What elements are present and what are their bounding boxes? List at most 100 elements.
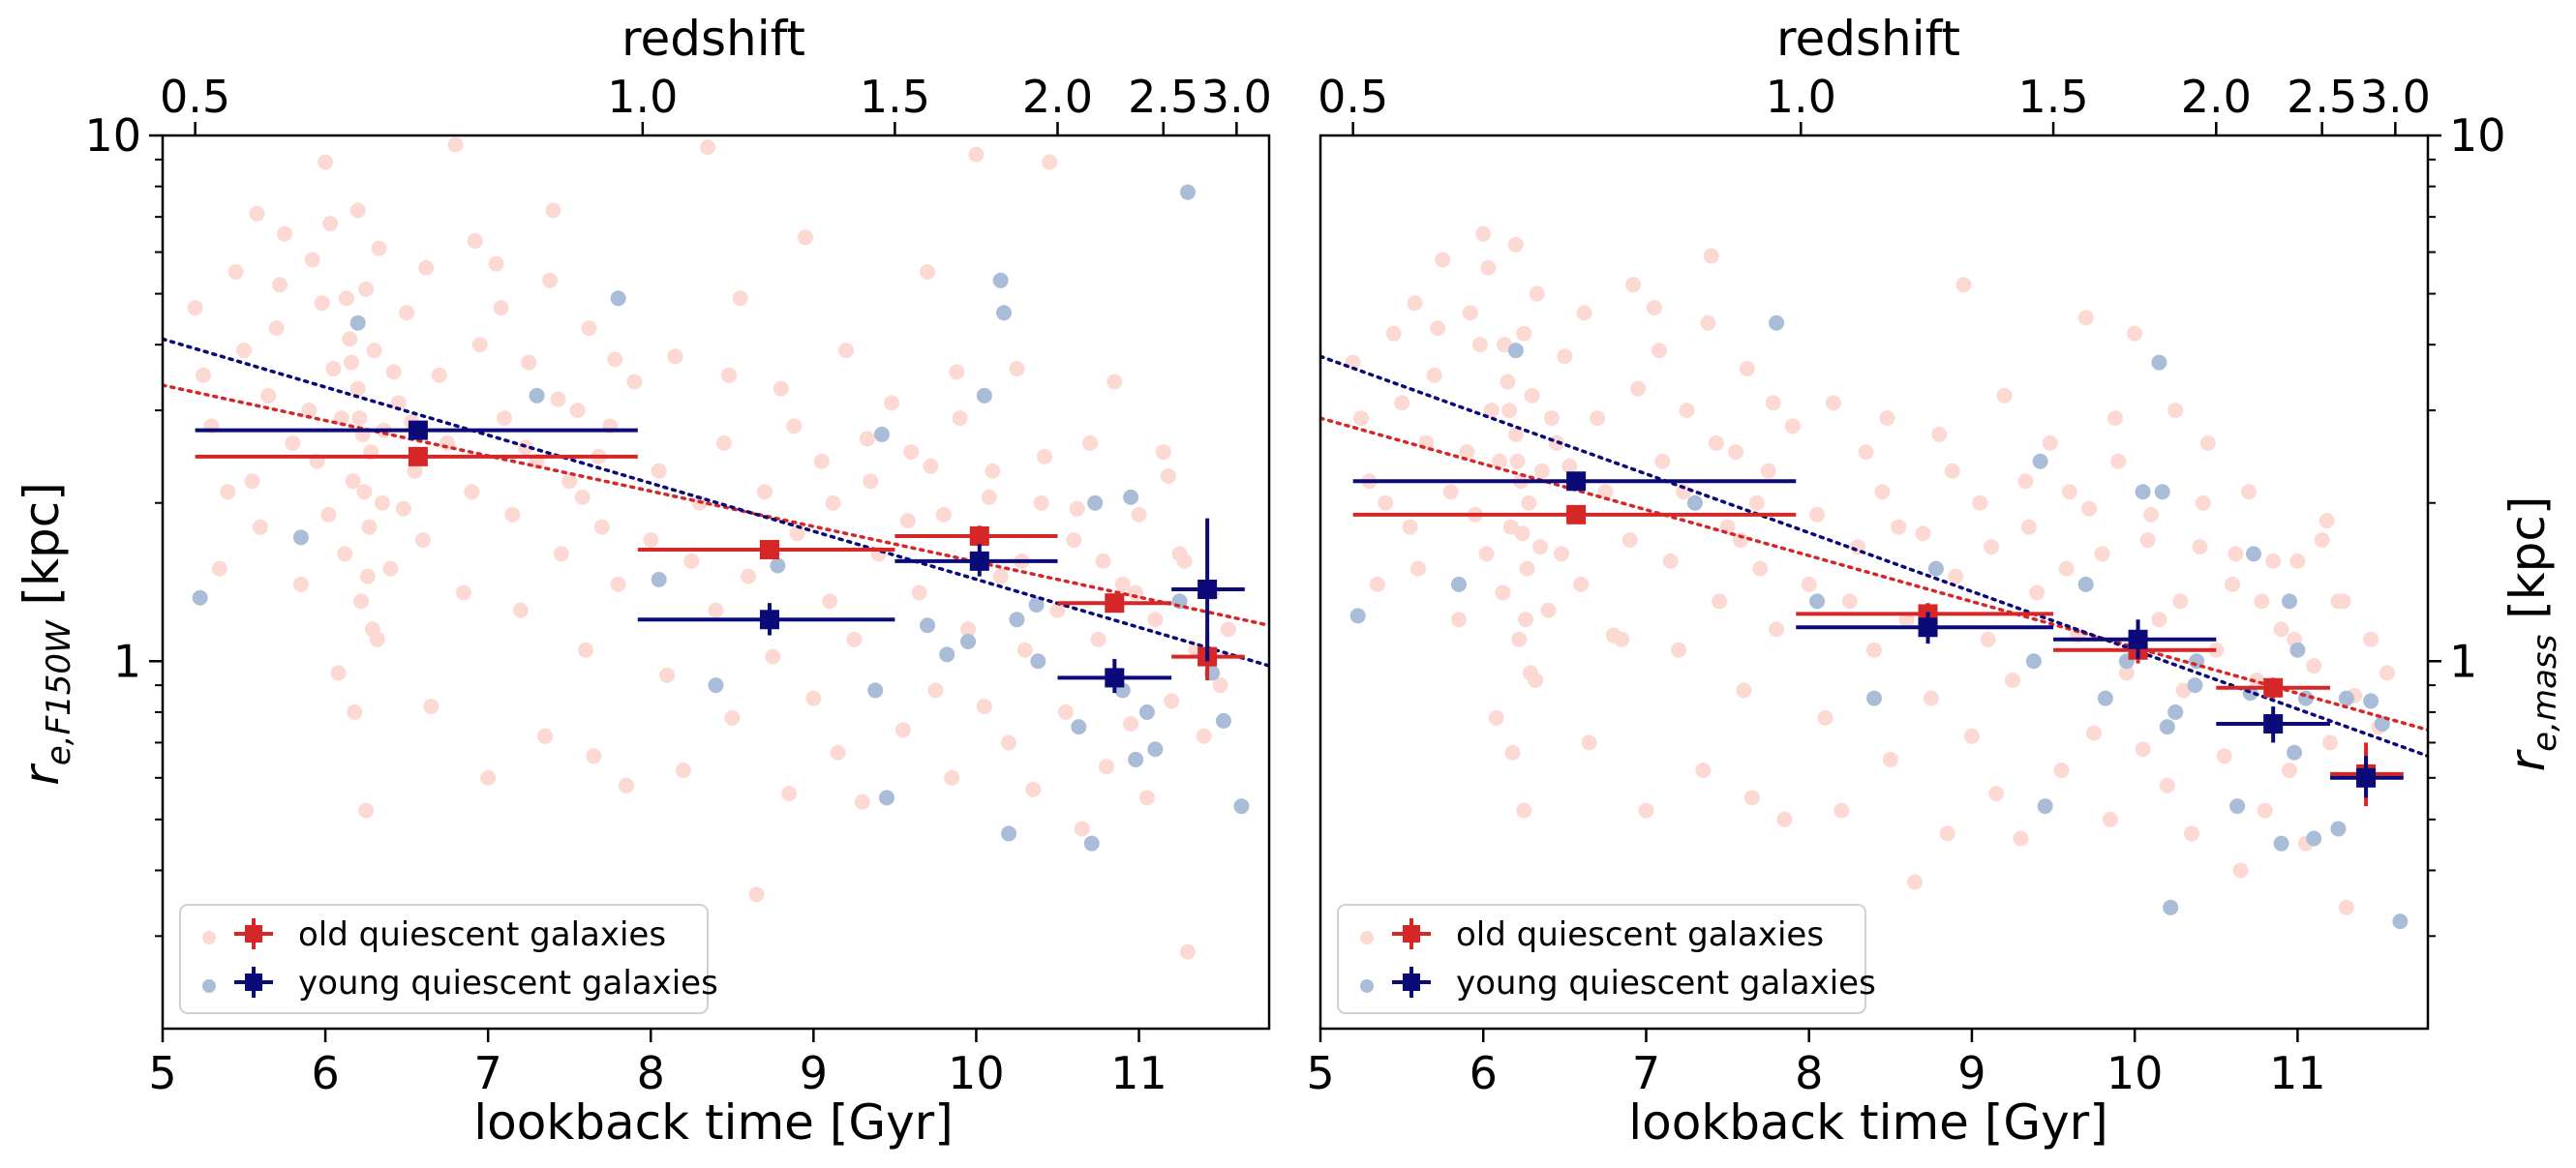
right-young-point (1349, 608, 1366, 624)
right-young-point (2363, 693, 2379, 709)
left-redshift-title: redshift (621, 11, 805, 67)
left-old-point (196, 367, 212, 383)
right-young-point (2273, 835, 2289, 852)
left-old-point (337, 546, 353, 562)
left-old-point (285, 434, 301, 451)
left-old-point (732, 290, 748, 307)
left-young-point (610, 290, 626, 307)
left-old-point (349, 202, 366, 219)
left-old-point (1123, 716, 1139, 733)
left-young-point (1128, 751, 1144, 767)
left-old-point (1069, 500, 1085, 517)
right-young-point (1809, 593, 1826, 610)
right-xtick-label: 5 (1306, 1047, 1334, 1099)
right-young-point (2374, 716, 2390, 733)
right-ytick-label: 10 (2449, 109, 2506, 162)
left-old-point (272, 277, 288, 293)
left-old-point (825, 494, 841, 511)
right-old-point (1590, 410, 1605, 427)
left-old-point (366, 343, 382, 359)
right-redshift-tick-label: 2.5 (2287, 71, 2357, 123)
left-young-point (878, 790, 894, 806)
right-bin-young-marker (1918, 617, 1938, 638)
left-old-point (553, 546, 569, 562)
left-old-point (894, 722, 911, 738)
right-young-point (1507, 343, 1524, 359)
left-old-point (626, 374, 643, 390)
right-young-point (1769, 314, 1785, 331)
left-old-point (651, 463, 667, 479)
left-fit-young (163, 337, 1269, 668)
left-old-point (249, 205, 265, 222)
right-old-point (1915, 525, 1931, 542)
left-old-point (418, 259, 435, 276)
right-old-point (1507, 426, 1524, 442)
left-old-point (822, 593, 838, 610)
left-old-point (1179, 943, 1196, 960)
left-old-point (952, 410, 968, 427)
right-young-point (2229, 798, 2246, 815)
right-redshift-tick-label: 1.5 (2017, 71, 2088, 123)
left-old-point (314, 295, 330, 312)
left-old-point (1147, 612, 1164, 628)
left-old-point (351, 410, 368, 427)
right-plot-area (1320, 225, 2428, 930)
right-old-point (2094, 546, 2110, 562)
left-old-point (724, 709, 741, 726)
right-old-point (1502, 519, 1519, 535)
right-old-point (1769, 621, 1785, 638)
left-old-point (1131, 506, 1147, 523)
left-bin-old (894, 525, 1058, 548)
left-old-point (741, 568, 757, 584)
right-young-point (1686, 494, 1703, 511)
left-old-point (325, 361, 342, 377)
left-old-point (423, 699, 439, 715)
right-old-point (2257, 802, 2273, 819)
right-old-point (1858, 444, 1874, 461)
right-bin-young-marker (2263, 714, 2284, 734)
left-old-point (789, 525, 805, 542)
right-young-point (2392, 913, 2409, 930)
right-old-point (2102, 811, 2118, 827)
right-bin-young-marker (1566, 471, 1587, 492)
right-young-point (2289, 642, 2306, 658)
left-ylabel: re,F150W [kpc] (14, 482, 78, 785)
right-old-point (1430, 320, 1446, 337)
right-old-point (1524, 387, 1540, 404)
left-old-point (830, 744, 846, 761)
left-old-point (1025, 781, 1042, 797)
right-xtick-label: 7 (1632, 1047, 1660, 1099)
right-legend-old-marker (1403, 925, 1420, 943)
left-young-point (920, 617, 936, 634)
right-old-point (1519, 560, 1535, 577)
right-bin-old (2216, 677, 2331, 699)
right-old-point (1801, 576, 1817, 592)
left-old-point (574, 489, 591, 505)
right-young-point (2245, 546, 2261, 562)
right-old-point (1879, 410, 1895, 427)
left-old-point (301, 403, 318, 419)
right-young-point (2306, 830, 2322, 847)
right-legend: old quiescent galaxies young quiescent ga… (1337, 904, 1876, 1014)
right-young-point (2097, 690, 2113, 706)
left-panel: redshift lookback time [Gyr] re,F150W [k… (14, 11, 1272, 1151)
left-old-point (1106, 374, 1123, 390)
left-ytick-label: 1 (113, 635, 141, 687)
left-plot-area (163, 136, 1269, 960)
right-old-point (1402, 519, 1418, 535)
right-old-point (1435, 252, 1451, 268)
right-old-point (2225, 576, 2241, 592)
right-old-point (1442, 484, 1459, 500)
left-legend-old-label: old quiescent galaxies (298, 915, 666, 954)
left-legend: old quiescent galaxies young quiescent ga… (179, 904, 718, 1014)
right-bin-young (2216, 706, 2331, 743)
right-old-point (2314, 532, 2330, 549)
left-old-point (399, 305, 415, 321)
right-old-point (1809, 506, 1826, 523)
right-panel: redshift lookback time [Gyr] re,mass [kp… (1306, 11, 2564, 1151)
left-xtick-label: 7 (474, 1047, 502, 1099)
right-old-point (2058, 560, 2075, 577)
left-old-point (976, 699, 992, 715)
left-legend-old-marker (245, 925, 262, 943)
